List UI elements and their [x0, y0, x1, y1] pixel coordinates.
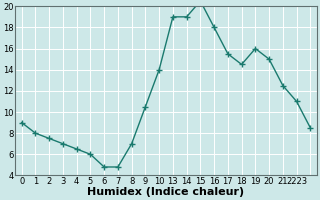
X-axis label: Humidex (Indice chaleur): Humidex (Indice chaleur)	[87, 187, 244, 197]
